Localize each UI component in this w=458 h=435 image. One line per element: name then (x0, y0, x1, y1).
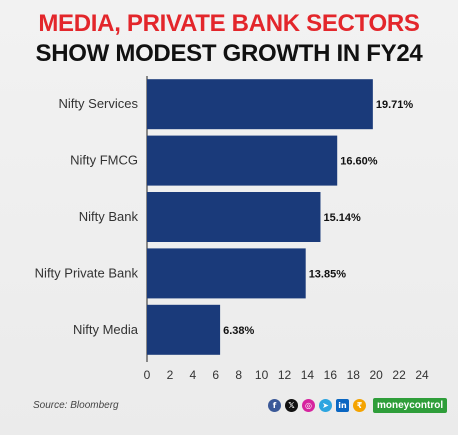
category-label: Nifty Services (59, 96, 139, 111)
x-tick-label: 18 (347, 368, 361, 382)
x-tick-label: 24 (415, 368, 429, 382)
bar (147, 79, 373, 130)
bar (147, 248, 306, 299)
data-label: 6.38% (223, 325, 254, 337)
bar (147, 304, 221, 355)
x-tick-label: 20 (369, 368, 383, 382)
linkedin-icon[interactable]: in (336, 399, 349, 412)
data-label: 19.71% (376, 99, 414, 111)
x-tick-label: 6 (212, 368, 219, 382)
data-label: 13.85% (309, 268, 347, 280)
facebook-icon[interactable]: f (268, 399, 281, 412)
bar (147, 135, 338, 186)
data-label: 16.60% (340, 156, 378, 168)
category-label: Nifty FMCG (70, 153, 138, 168)
category-label: Nifty Private Bank (35, 265, 139, 280)
x-tick-label: 22 (392, 368, 406, 382)
rupee-icon[interactable]: ₹ (353, 399, 366, 412)
chart-title-line-2: SHOW MODEST GROWTH IN FY24 (35, 40, 423, 67)
chart-title-line-1: MEDIA, PRIVATE BANK SECTORS (38, 10, 420, 37)
x-tick-label: 8 (235, 368, 242, 382)
telegram-icon[interactable]: ➤ (319, 399, 332, 412)
social-links: f 𝕏 ◎ ➤ in ₹ moneycontrol (268, 398, 448, 413)
brand-logo: moneycontrol (373, 398, 448, 413)
x-tick-label: 14 (301, 368, 315, 382)
category-label: Nifty Media (73, 322, 139, 337)
category-label: Nifty Bank (79, 209, 139, 224)
instagram-icon[interactable]: ◎ (302, 399, 315, 412)
x-tick-label: 10 (255, 368, 269, 382)
data-label: 15.14% (323, 212, 361, 224)
bar (147, 192, 321, 242)
x-tick-label: 2 (167, 368, 174, 382)
x-tick-label: 0 (144, 368, 151, 382)
x-tick-label: 4 (189, 368, 196, 382)
source-note: Source: Bloomberg (33, 400, 119, 411)
x-tick-label: 16 (324, 368, 338, 382)
x-tick-label: 12 (278, 368, 292, 382)
x-icon[interactable]: 𝕏 (285, 399, 298, 412)
